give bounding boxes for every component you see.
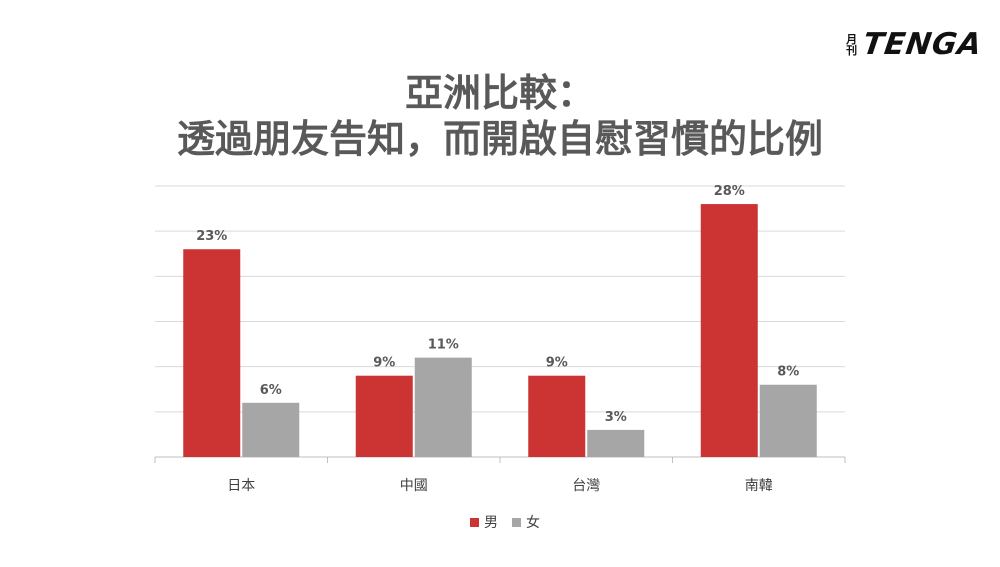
title-line-1: 亞洲比較： — [404, 71, 595, 115]
title-line-2: 透過朋友告知，而開啟自慰習慣的比例 — [176, 117, 823, 161]
chart-title: 亞洲比較： 透過朋友告知，而開啟自慰習慣的比例 — [0, 70, 1000, 162]
legend-swatch — [512, 518, 521, 527]
bar-女-台灣 — [587, 429, 645, 457]
brand-logo: 月 刊 TENGA — [846, 27, 984, 62]
logo-monthly-mark: 月 刊 — [846, 34, 857, 56]
data-label: 8% — [777, 365, 799, 380]
data-label: 9% — [373, 356, 395, 371]
bar-女-日本 — [242, 402, 300, 457]
data-label: 6% — [260, 383, 282, 398]
data-label: 9% — [546, 356, 568, 371]
legend-label: 男 — [484, 515, 498, 531]
x-tick-label: 台灣 — [572, 478, 600, 494]
bar-女-中國 — [414, 357, 472, 457]
bar-男-南韓 — [700, 204, 758, 457]
data-label: 28% — [714, 184, 745, 199]
x-tick-label: 南韓 — [745, 478, 773, 494]
bar-男-日本 — [183, 249, 241, 457]
data-label: 3% — [605, 410, 627, 425]
legend-label: 女 — [526, 514, 540, 531]
data-label: 11% — [428, 338, 459, 353]
legend-swatch — [470, 518, 479, 527]
logo-small-top: 月 — [846, 33, 858, 46]
bar-女-南韓 — [759, 384, 817, 457]
logo-small-bottom: 刊 — [846, 44, 858, 57]
data-label: 23% — [196, 229, 227, 244]
x-tick-label: 日本 — [227, 478, 255, 494]
bar-男-中國 — [355, 375, 413, 457]
bar-男-台灣 — [528, 375, 586, 457]
x-tick-label: 中國 — [400, 478, 428, 494]
